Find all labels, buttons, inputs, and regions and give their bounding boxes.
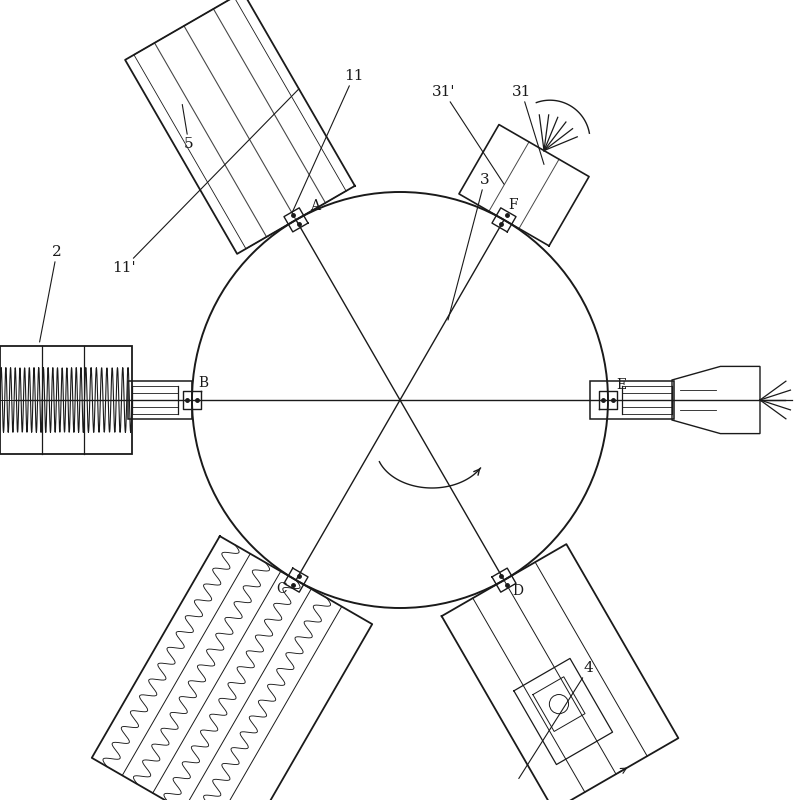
Text: D: D xyxy=(512,584,523,598)
Text: 5: 5 xyxy=(182,105,194,151)
Text: C: C xyxy=(276,582,286,596)
Bar xyxy=(128,381,192,419)
Text: 31': 31' xyxy=(432,85,504,184)
Text: F: F xyxy=(508,198,518,212)
Text: E: E xyxy=(616,378,626,392)
Text: 11': 11' xyxy=(112,89,299,275)
Text: 11: 11 xyxy=(292,69,363,213)
Text: 4: 4 xyxy=(518,661,594,778)
Text: 31: 31 xyxy=(512,85,544,165)
Text: A: A xyxy=(310,199,321,214)
Bar xyxy=(590,381,674,419)
Text: 2: 2 xyxy=(39,245,62,342)
Text: B: B xyxy=(198,376,209,390)
Text: 3: 3 xyxy=(448,173,490,320)
Bar xyxy=(0,346,132,454)
